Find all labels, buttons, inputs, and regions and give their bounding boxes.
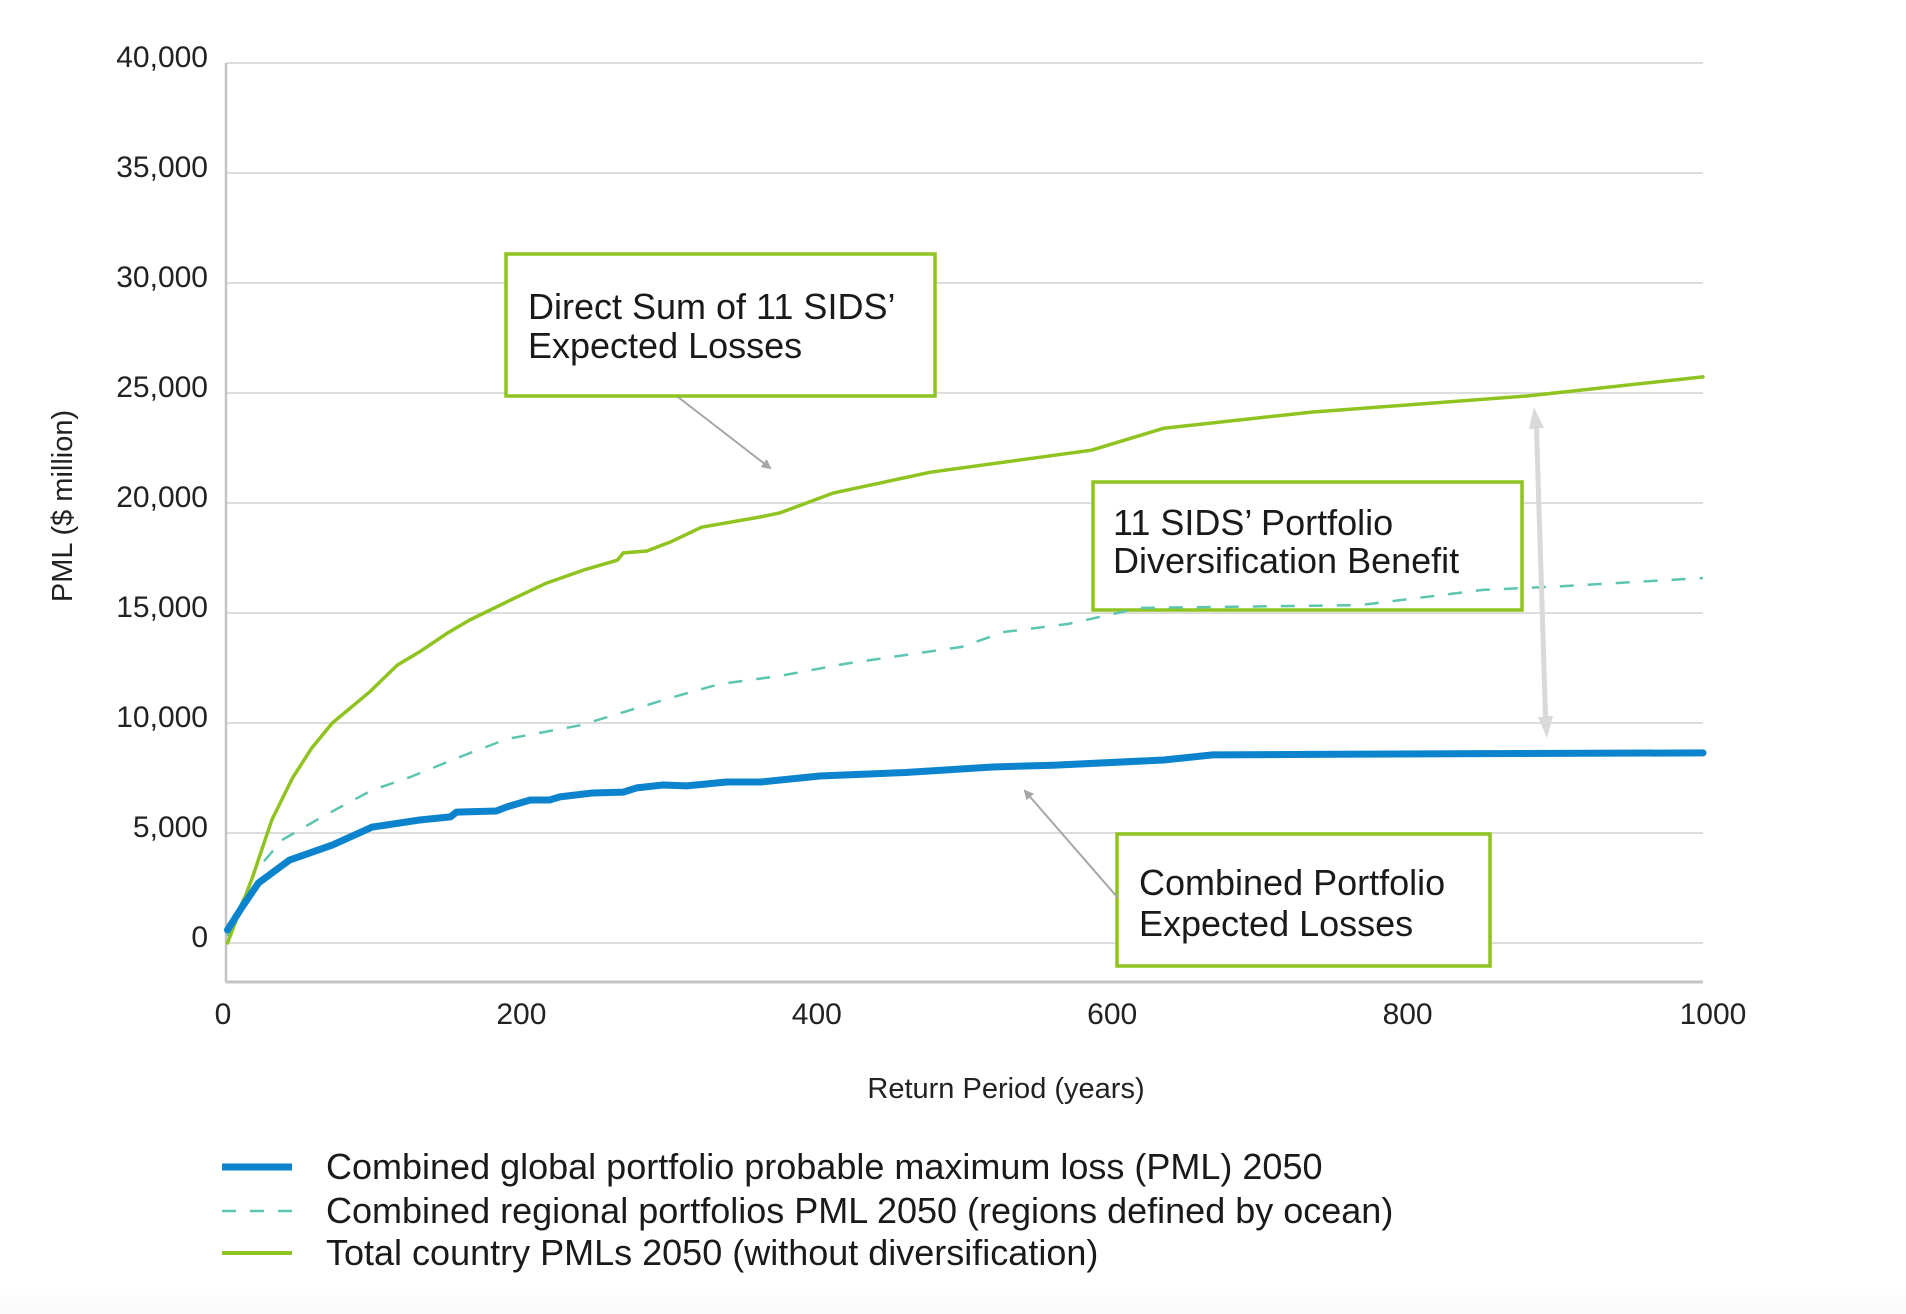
y-tick-label: 15,000: [116, 591, 208, 624]
legend-label: Combined global portfolio probable maxim…: [326, 1146, 1323, 1187]
annotation-box: [1091, 480, 1524, 612]
annotation-text-line: Direct Sum of 11 SIDS’: [528, 286, 895, 327]
annotation-text-line: 11 SIDS’ Portfolio: [1113, 502, 1393, 543]
legend-item: Combined global portfolio probable maxim…: [222, 1146, 1323, 1187]
legend-label: Total country PMLs 2050 (without diversi…: [326, 1232, 1098, 1273]
legend: Combined global portfolio probable maxim…: [222, 1146, 1393, 1273]
annotation-text-line: Expected Losses: [528, 325, 802, 366]
y-tick-label: 35,000: [116, 151, 208, 184]
y-axis-ticks: 0 5,000 10,000 15,000 20,000 25,000 30,000 35,0…: [116, 41, 208, 954]
series-line-regional-portfolios: [226, 576, 1704, 937]
y-tick-label: 5,000: [133, 811, 208, 844]
legend-item: Total country PMLs 2050 (without diversi…: [222, 1232, 1098, 1273]
series-line-total-country: [225, 375, 1705, 945]
y-tick-label: 25,000: [116, 371, 208, 404]
x-tick-label: 1000: [1680, 998, 1747, 1031]
callout-arrow-direct-sum: [677, 396, 772, 470]
page-bottom-edge: [0, 1286, 1906, 1314]
x-tick-label: 400: [792, 998, 842, 1031]
callout-arrow-combined: [1023, 789, 1119, 899]
series: [224, 375, 1707, 945]
annotation-text-line: Combined Portfolio: [1139, 862, 1445, 903]
x-tick-label: 0: [215, 998, 232, 1031]
double-arrow-icon: [1529, 407, 1553, 738]
gridlines: [226, 62, 1703, 944]
annotation-box: [504, 252, 937, 398]
y-tick-label: 40,000: [116, 41, 208, 74]
x-axis-ticks: 0 200 400 600 800 1000: [215, 998, 1747, 1031]
annotation-diversification: 11 SIDS’ Portfolio Diversification Benef…: [1091, 480, 1524, 612]
annotation-direct-sum: Direct Sum of 11 SIDS’ Expected Losses: [504, 252, 937, 398]
legend-item: Combined regional portfolios PML 2050 (r…: [222, 1190, 1393, 1231]
legend-label: Combined regional portfolios PML 2050 (r…: [326, 1190, 1393, 1231]
y-tick-label: 30,000: [116, 261, 208, 294]
annotation-text-line: Diversification Benefit: [1113, 540, 1459, 581]
x-tick-label: 200: [496, 998, 546, 1031]
diversification-benefit-arrow: [1529, 407, 1553, 738]
x-axis-title: Return Period (years): [867, 1073, 1144, 1105]
series-line-global-portfolio: [224, 749, 1707, 934]
y-tick-label: 20,000: [116, 481, 208, 514]
y-tick-label: 0: [191, 921, 208, 954]
annotation-combined: Combined Portfolio Expected Losses: [1115, 832, 1492, 968]
y-tick-label: 10,000: [116, 701, 208, 734]
y-axis-title: PML ($ million): [47, 410, 79, 602]
x-tick-label: 800: [1383, 998, 1433, 1031]
x-tick-label: 600: [1087, 998, 1137, 1031]
annotation-box: [1115, 832, 1492, 968]
annotation-text-line: Expected Losses: [1139, 903, 1413, 944]
